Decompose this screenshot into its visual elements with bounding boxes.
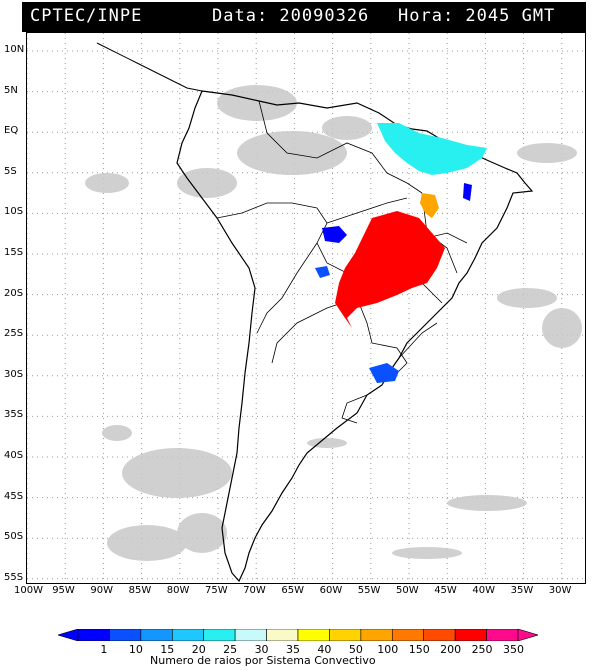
lat-tick-label: 5S <box>4 165 17 177</box>
system-blue-northeast <box>463 183 472 201</box>
lon-tick-label: 45W <box>434 585 457 596</box>
colorbar-arrow-right <box>517 629 538 641</box>
system-orange-northeast <box>420 193 439 218</box>
lat-tick-label: 45S <box>4 490 24 502</box>
system-blue-west2 <box>315 266 330 278</box>
system-blue-west <box>322 226 347 243</box>
lon-tick-label: 90W <box>90 585 114 596</box>
central-america-outline <box>96 42 203 92</box>
lon-tick-label: 60W <box>319 585 343 596</box>
colorbar-value-label: 1 <box>100 643 108 656</box>
lon-tick-label: 35W <box>510 585 534 596</box>
colorbar-cell <box>234 629 267 641</box>
colorbar-cell <box>454 629 487 641</box>
system-red-central <box>335 211 445 328</box>
lat-tick-label: 25S <box>4 328 24 340</box>
colorbar-cell <box>109 629 142 641</box>
colorbar-value-label: 30 <box>254 643 269 656</box>
system-cyan-north <box>377 123 487 175</box>
lon-tick-label: 100W <box>14 585 43 596</box>
colorbar-cell <box>266 629 299 641</box>
lon-tick-label: 30W <box>548 585 572 596</box>
map-header: CPTEC/INPE Data: 20090326 Hora: 2045 GMT <box>22 2 586 32</box>
lightning-systems <box>315 123 487 383</box>
lat-tick-label: 50S <box>4 531 24 543</box>
lat-tick-label: 35S <box>4 409 24 421</box>
colorbar-cell <box>360 629 393 641</box>
colorbar-title: Numero de raios por Sistema Convectivo <box>150 654 376 667</box>
colorbar-value-label: 25 <box>223 643 238 656</box>
colorbar-value-label: 200 <box>440 643 462 656</box>
colorbar-value-label: 150 <box>408 643 430 656</box>
lat-tick-label: 30S <box>4 368 24 380</box>
lon-tick-label: 50W <box>396 585 419 596</box>
lon-tick-label: 85W <box>128 585 152 596</box>
lat-tick-label: 15S <box>4 247 24 258</box>
graticule <box>27 33 585 583</box>
cloud-cover <box>85 85 582 561</box>
colorbar <box>58 629 538 641</box>
colorbar-arrow-left <box>58 629 79 641</box>
map-area[interactable] <box>26 32 586 584</box>
agency-label: CPTEC/INPE <box>30 6 143 26</box>
lat-tick-label: 10N <box>4 44 25 55</box>
system-blue-south <box>369 363 399 383</box>
colorbar-cell <box>77 629 110 641</box>
lat-tick-label: 20S <box>4 287 24 299</box>
colorbar-cell <box>423 629 456 641</box>
lat-tick-label: EQ <box>4 125 19 137</box>
lat-tick-label: 5N <box>4 84 18 96</box>
lon-tick-label: 75W <box>205 585 228 596</box>
colorbar-value-label: 15 <box>160 643 175 656</box>
colorbar-cell <box>329 629 362 641</box>
colorbar-cell <box>391 629 425 641</box>
colorbar-value-label: 100 <box>377 643 399 656</box>
lat-tick-label: 10S <box>4 206 24 218</box>
lon-tick-label: 55W <box>357 585 381 596</box>
colorbar-cell <box>203 629 236 641</box>
colorbar-cell <box>486 629 519 641</box>
colorbar-value-label: 20 <box>191 643 206 656</box>
colorbar-cell <box>297 629 330 641</box>
lon-tick-label: 95W <box>52 585 75 596</box>
time-label: Hora: 2045 GMT <box>398 6 556 26</box>
colorbar-value-label: 250 <box>471 643 493 656</box>
colorbar-value-label: 10 <box>128 643 143 656</box>
colorbar-value-label: 50 <box>348 643 363 656</box>
lat-tick-label: 40S <box>4 450 24 461</box>
lon-tick-label: 80W <box>166 585 190 596</box>
date-label: Data: 20090326 <box>212 6 370 26</box>
colorbar-cell <box>140 629 173 641</box>
colorbar-value-label: 350 <box>503 643 524 656</box>
lon-tick-label: 65W <box>281 585 305 596</box>
colorbar-cell <box>171 629 205 641</box>
colorbar-value-label: 40 <box>317 643 332 656</box>
lon-tick-label: 70W <box>243 585 266 596</box>
colorbar-value-label: 35 <box>286 643 300 656</box>
lon-tick-label: 40W <box>472 585 496 596</box>
lat-tick-label: 55S <box>4 571 24 583</box>
map-svg <box>27 33 585 583</box>
